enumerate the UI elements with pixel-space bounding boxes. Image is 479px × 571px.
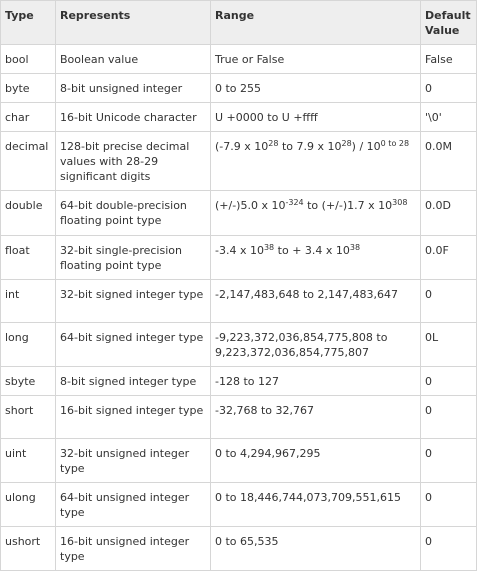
represents-cell: 64-bit unsigned integer type	[55, 482, 211, 527]
type-cell: bool	[0, 44, 56, 74]
table-row: double 64-bit double-precision floating …	[0, 190, 477, 236]
table-row: byte 8-bit unsigned integer 0 to 255 0	[0, 73, 477, 103]
range-cell: 0 to 65,535	[210, 526, 421, 571]
table-row: int 32-bit signed integer type -2,147,48…	[0, 279, 477, 323]
represents-cell: 8-bit unsigned integer	[55, 73, 211, 103]
default-cell: 0	[420, 279, 477, 323]
range-cell: -9,223,372,036,854,775,808 to 9,223,372,…	[210, 322, 421, 367]
type-cell: int	[0, 279, 56, 323]
range-exponent: 308	[392, 198, 408, 207]
range-cell: 0 to 18,446,744,073,709,551,615	[210, 482, 421, 527]
represents-cell: 32-bit unsigned integer type	[55, 438, 211, 483]
header-default-line1: Default	[425, 9, 471, 22]
range-text: to (+/-)1.7 x 10	[303, 199, 393, 212]
header-represents: Represents	[55, 0, 211, 45]
range-cell: -128 to 127	[210, 366, 421, 396]
table-row: uint 32-bit unsigned integer type 0 to 4…	[0, 438, 477, 483]
default-cell: 0	[420, 366, 477, 396]
range-cell: 0 to 4,294,967,295	[210, 438, 421, 483]
table-row: float 32-bit single-precision floating p…	[0, 235, 477, 280]
table-row: ushort 16-bit unsigned integer type 0 to…	[0, 526, 477, 571]
range-cell: -2,147,483,648 to 2,147,483,647	[210, 279, 421, 323]
header-range: Range	[210, 0, 421, 45]
table-row: char 16-bit Unicode character U +0000 to…	[0, 102, 477, 132]
range-exponent: -324	[285, 198, 304, 207]
range-text: to + 3.4 x 10	[274, 244, 350, 257]
range-exponent: 28	[341, 139, 352, 148]
range-text: -3.4 x 10	[215, 244, 264, 257]
range-exponent: 38	[349, 243, 361, 252]
table-row: sbyte 8-bit signed integer type -128 to …	[0, 366, 477, 396]
table-row: long 64-bit signed integer type -9,223,3…	[0, 322, 477, 367]
type-cell: float	[0, 235, 56, 280]
header-default-line2: Value	[425, 24, 460, 37]
represents-cell: Boolean value	[55, 44, 211, 74]
default-cell: 0.0M	[420, 131, 477, 191]
represents-cell: 8-bit signed integer type	[55, 366, 211, 396]
type-cell: short	[0, 395, 56, 439]
default-cell: '\0'	[420, 102, 477, 132]
range-exponent: 28	[268, 139, 279, 148]
range-cell: U +0000 to U +ffff	[210, 102, 421, 132]
default-cell: 0.0F	[420, 235, 477, 280]
type-cell: decimal	[0, 131, 56, 191]
represents-cell: 64-bit signed integer type	[55, 322, 211, 367]
header-type: Type	[0, 0, 56, 45]
type-cell: ulong	[0, 482, 56, 527]
represents-cell: 16-bit signed integer type	[55, 395, 211, 439]
type-cell: long	[0, 322, 56, 367]
range-text: ) / 10	[351, 140, 381, 153]
represents-cell: 128-bit precise decimal values with 28-2…	[55, 131, 211, 191]
type-cell: char	[0, 102, 56, 132]
default-cell: 0	[420, 73, 477, 103]
default-cell: 0	[420, 438, 477, 483]
header-row: Type Represents Range Default Value	[0, 0, 477, 45]
default-cell: 0	[420, 395, 477, 439]
range-text: (+/-)5.0 x 10	[215, 199, 286, 212]
range-text: (-7.9 x 10	[215, 140, 269, 153]
default-cell: 0	[420, 526, 477, 571]
range-cell: (+/-)5.0 x 10-324 to (+/-)1.7 x 10308	[210, 190, 421, 236]
default-cell: 0	[420, 482, 477, 527]
type-cell: double	[0, 190, 56, 236]
range-cell: 0 to 255	[210, 73, 421, 103]
range-exponent: 38	[263, 243, 275, 252]
represents-cell: 32-bit single-precision floating point t…	[55, 235, 211, 280]
range-text: to 7.9 x 10	[278, 140, 342, 153]
default-cell: 0.0D	[420, 190, 477, 236]
range-cell: -32,768 to 32,767	[210, 395, 421, 439]
range-exponent: 0 to 28	[380, 139, 410, 148]
type-cell: uint	[0, 438, 56, 483]
range-cell: True or False	[210, 44, 421, 74]
type-cell: byte	[0, 73, 56, 103]
type-cell: sbyte	[0, 366, 56, 396]
header-default-value: Default Value	[420, 0, 477, 45]
represents-cell: 32-bit signed integer type	[55, 279, 211, 323]
table-row: short 16-bit signed integer type -32,768…	[0, 395, 477, 439]
default-cell: 0L	[420, 322, 477, 367]
table-row: bool Boolean value True or False False	[0, 44, 477, 74]
type-cell: ushort	[0, 526, 56, 571]
table-row: decimal 128-bit precise decimal values w…	[0, 131, 477, 191]
range-cell: (-7.9 x 1028 to 7.9 x 1028) / 100 to 28	[210, 131, 421, 191]
represents-cell: 16-bit unsigned integer type	[55, 526, 211, 571]
table-row: ulong 64-bit unsigned integer type 0 to …	[0, 482, 477, 527]
range-cell: -3.4 x 1038 to + 3.4 x 1038	[210, 235, 421, 280]
default-cell: False	[420, 44, 477, 74]
represents-cell: 16-bit Unicode character	[55, 102, 211, 132]
represents-cell: 64-bit double-precision floating point t…	[55, 190, 211, 236]
